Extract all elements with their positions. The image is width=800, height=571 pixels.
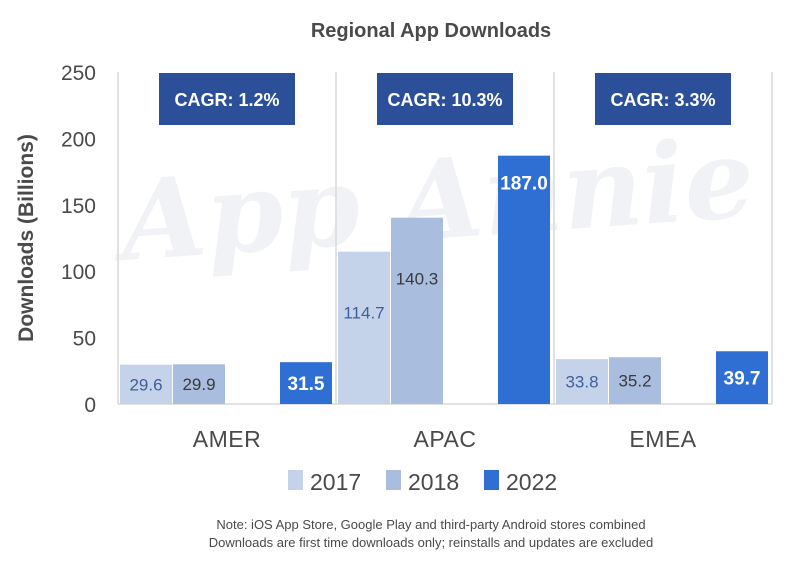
legend-label: 2022 [506, 469, 557, 495]
x-tick-label: APAC [414, 426, 477, 452]
x-ticks: AMER APAC EMEA [193, 426, 696, 452]
legend-swatch-2017 [288, 470, 303, 490]
bar-2018-EMEA [609, 357, 661, 404]
data-label: 35.2 [618, 372, 651, 391]
bar-2022-EMEA [716, 351, 768, 404]
y-tick-label: 250 [61, 62, 96, 85]
x-tick-label: EMEA [629, 426, 696, 452]
cagr-box [377, 73, 513, 125]
cagr-label: CAGR: 10.3% [387, 90, 502, 110]
chart-title: Regional App Downloads [311, 20, 551, 42]
bar-2017-EMEA [556, 359, 608, 404]
cagr-annotations: CAGR: 1.2% CAGR: 10.3% CAGR: 3.3% [159, 73, 731, 125]
y-tick-label: 150 [61, 195, 96, 218]
cagr-box [159, 73, 295, 125]
category-dividers [117, 72, 773, 405]
legend-swatch-2022 [484, 470, 499, 490]
bars: 29.6 29.9 31.5 114.7 140.3 187.0 33.8 35.2 39.7 [120, 155, 768, 404]
data-label: 114.7 [343, 304, 384, 323]
data-label: 29.9 [182, 375, 215, 394]
cagr-label: CAGR: 3.3% [610, 90, 715, 110]
data-label: 39.7 [724, 369, 761, 390]
note-line-2: Downloads are first time downloads only;… [209, 535, 653, 550]
x-tick-label: AMER [193, 426, 261, 452]
bar-2022-AMER [280, 362, 332, 404]
bar-2018-AMER [173, 364, 225, 404]
data-label: 31.5 [288, 374, 325, 395]
note-line-1: Note: iOS App Store, Google Play and thi… [216, 517, 645, 532]
legend: 2017 2018 2022 [288, 469, 557, 495]
legend-swatch-2018 [386, 470, 401, 490]
legend-label: 2017 [310, 469, 361, 495]
cagr-box [595, 73, 731, 125]
y-tick-label: 100 [61, 261, 96, 284]
bar-2017-APAC [338, 251, 390, 404]
data-label: 33.8 [565, 373, 598, 392]
y-tick-label: 200 [61, 128, 96, 151]
data-label: 140.3 [396, 270, 439, 289]
legend-label: 2018 [408, 469, 459, 495]
y-tick-label: 0 [84, 394, 96, 417]
data-label: 187.0 [500, 174, 548, 195]
y-axis-label: Downloads (Billions) [15, 134, 38, 342]
y-tick-label: 50 [73, 328, 96, 351]
bar-2022-APAC [498, 155, 550, 404]
data-label: 29.6 [129, 375, 162, 394]
bar-2017-AMER [120, 364, 172, 404]
y-ticks: 0 50 100 150 200 250 [61, 62, 96, 417]
cagr-label: CAGR: 1.2% [174, 90, 279, 110]
bar-2018-APAC [391, 217, 443, 404]
